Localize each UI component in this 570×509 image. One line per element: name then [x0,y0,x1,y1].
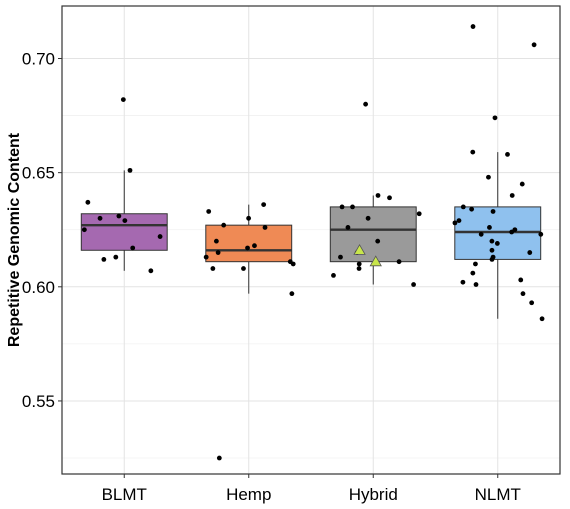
data-point [350,204,355,210]
data-point [411,282,416,287]
x-tick-label: Hybrid [349,485,398,504]
data-point [470,270,476,276]
box-nlmt [454,152,542,319]
x-tick-label: NLMT [475,485,521,504]
data-point [469,206,475,212]
data-point [261,202,267,208]
box-hybrid [329,195,417,285]
box-series [80,152,542,319]
data-point [252,243,257,249]
data-point [356,266,362,271]
data-point [489,247,495,253]
data-point [531,42,537,48]
data-point [490,209,496,214]
data-point [338,254,343,260]
data-point [101,257,107,262]
data-point [509,193,515,198]
data-point [213,238,219,244]
data-point [460,279,466,285]
data-point [519,181,525,187]
data-point [492,115,498,121]
data-point [470,149,476,155]
data-point [339,204,345,210]
data-point [518,277,524,283]
data-point [387,195,392,201]
data-point [245,245,250,251]
x-axis-ticks: BLMT Hemp Hybrid NLMT [102,474,521,504]
data-point [396,259,402,265]
data-point [215,250,221,255]
data-point [486,174,491,180]
data-point [290,261,296,267]
box-rect [205,224,293,263]
y-axis-title: Repetitive Genomic Content [6,132,23,347]
data-point [206,209,212,214]
data-point [216,455,222,461]
data-point [356,261,362,267]
data-point [460,204,466,210]
data-point [489,257,495,262]
data-point [529,300,535,306]
data-point [489,238,495,244]
data-point [487,225,492,230]
data-point [473,261,478,267]
box-hemp [205,204,293,294]
box-blmt [80,170,168,271]
data-point [122,218,128,223]
data-point [127,167,133,173]
data-point [345,225,351,230]
data-point [538,231,544,237]
data-point [456,218,462,223]
data-point [262,225,268,230]
data-point [331,272,336,278]
data-point [539,316,545,322]
box-rect [329,206,417,263]
data-point [478,231,484,237]
data-point [97,215,103,221]
data-point [509,229,515,235]
y-axis-ticks: 0.55 0.60 0.65 0.70 [22,50,62,411]
data-point [85,199,91,205]
y-tick-label: 0.60 [22,278,55,297]
y-tick-label: 0.70 [22,50,55,69]
data-point [246,215,252,221]
data-point [130,245,136,251]
data-point [116,213,122,219]
data-point [505,151,510,157]
data-point [81,227,87,233]
data-point [210,266,216,271]
data-point [157,234,163,239]
data-point [289,291,295,297]
data-point [375,193,381,198]
data-point [241,266,246,271]
triangle-marker [353,243,366,255]
x-tick-label: BLMT [102,485,147,504]
data-point [527,250,533,255]
triangle-marker [369,255,382,267]
point-series [81,24,545,461]
data-point [113,254,119,260]
plot-panel-border [61,5,561,475]
data-point [221,222,227,228]
y-tick-label: 0.55 [22,392,55,411]
data-point [470,24,476,29]
data-point [203,254,209,260]
data-point [494,241,500,246]
y-tick-label: 0.65 [22,164,55,183]
data-point [452,220,458,226]
data-point [473,282,479,287]
data-point [365,215,371,221]
data-point [416,211,422,217]
data-point [375,238,381,244]
data-point [120,97,126,102]
data-point [148,268,154,274]
data-point [520,291,526,297]
x-tick-label: Hemp [226,485,271,504]
data-point [363,101,369,107]
